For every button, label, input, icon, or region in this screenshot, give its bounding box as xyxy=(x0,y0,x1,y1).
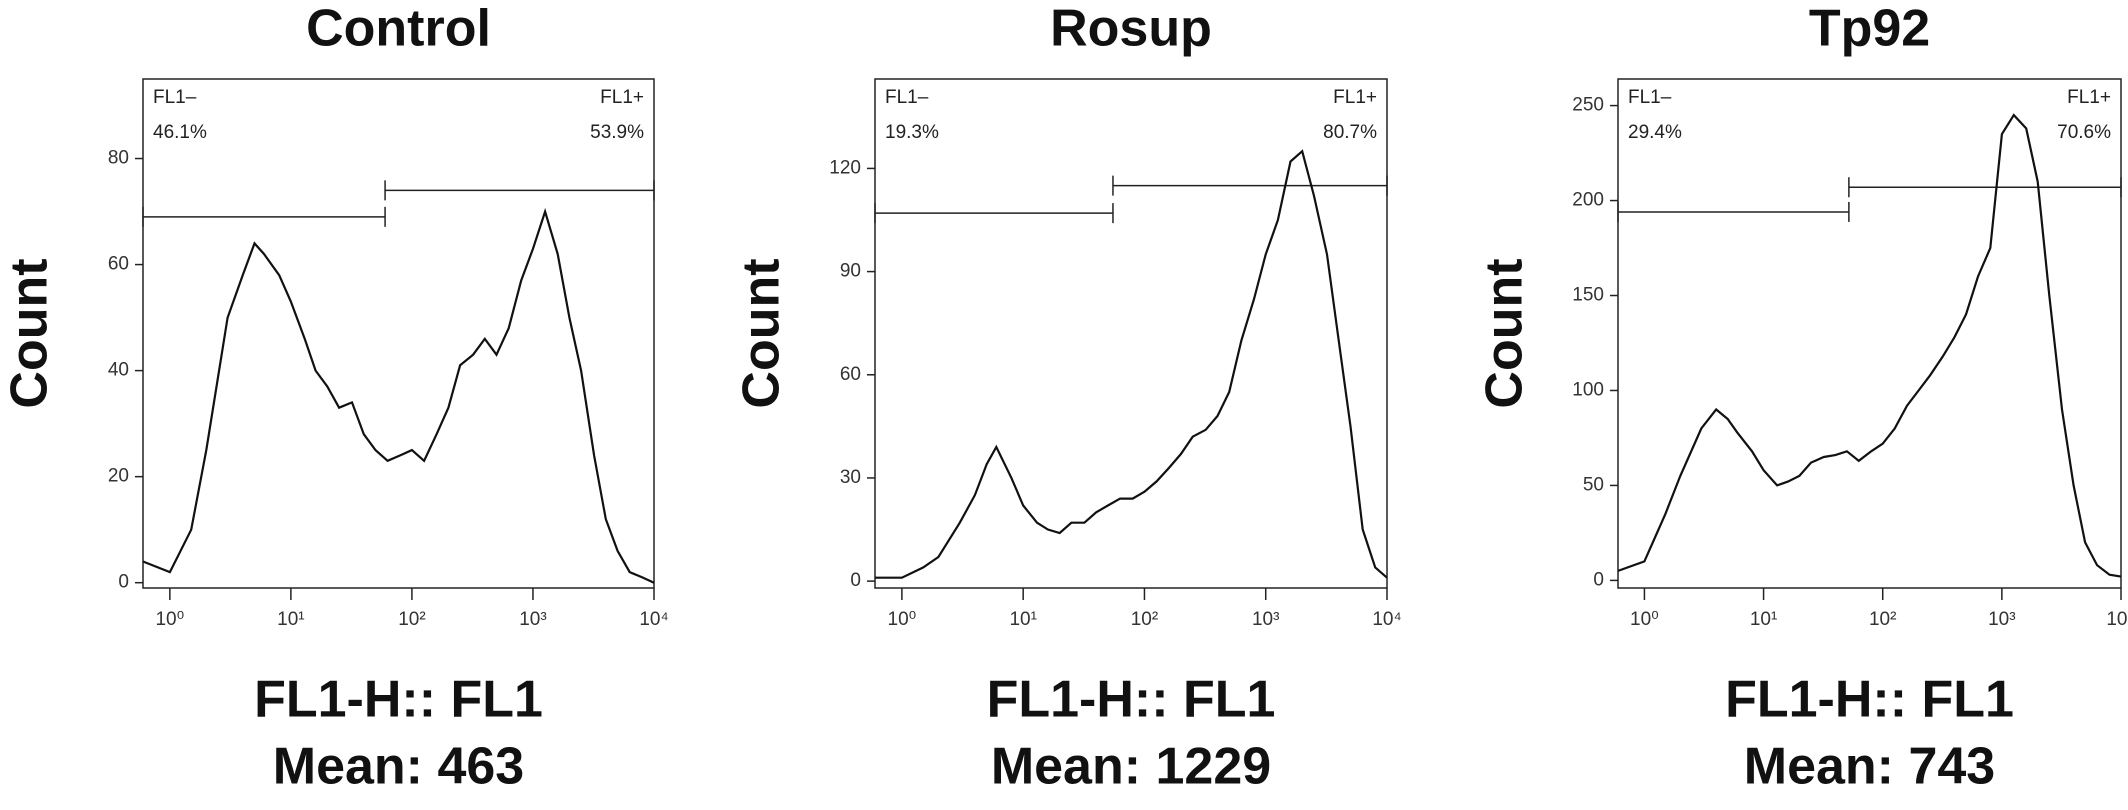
x-tick-label: 10⁰ xyxy=(1630,609,1659,630)
x-tick-label: 10¹ xyxy=(1750,609,1777,630)
y-tick-label: 200 xyxy=(1572,190,1604,211)
y-tick-label: 120 xyxy=(829,157,861,178)
gate-name: FL1– xyxy=(153,87,197,108)
panel-title: Rosup xyxy=(1050,0,1212,58)
x-tick-label: 10⁴ xyxy=(639,609,668,630)
plot-frame xyxy=(1617,78,2122,589)
x-tick-label: 10² xyxy=(398,609,425,630)
y-tick-label: 90 xyxy=(840,261,861,282)
x-axis-label: FL1-H:: FL1 xyxy=(987,671,1276,729)
mean-label: Mean: 1229 xyxy=(991,738,1271,796)
x-tick-label: 10³ xyxy=(1988,609,2015,630)
y-tick-label: 250 xyxy=(1572,95,1604,116)
y-tick-label: 60 xyxy=(108,254,129,275)
gate-percent: 70.6% xyxy=(2057,122,2111,143)
plot-frame xyxy=(874,78,1388,589)
gate-name: FL1+ xyxy=(1333,87,1377,108)
y-tick-label: 0 xyxy=(1593,569,1604,590)
x-tick-label: 10⁴ xyxy=(1372,609,1401,630)
gate-name: FL1– xyxy=(885,87,929,108)
histogram-line xyxy=(142,207,655,584)
x-tick-label: 10⁰ xyxy=(155,609,184,630)
x-tick-label: 10¹ xyxy=(277,609,304,630)
x-axis-label: FL1-H:: FL1 xyxy=(254,671,543,729)
plot-frame xyxy=(142,78,655,589)
x-axis-label: FL1-H:: FL1 xyxy=(1725,671,2014,729)
gate-percent: 19.3% xyxy=(885,122,939,143)
gate-percent: 46.1% xyxy=(153,122,207,143)
gate-name: FL1– xyxy=(1628,87,1672,108)
gate-percent: 53.9% xyxy=(590,122,644,143)
x-tick-label: 10¹ xyxy=(1009,609,1036,630)
y-tick-label: 80 xyxy=(108,148,129,169)
gate-name: FL1+ xyxy=(2067,87,2111,108)
x-tick-label: 10⁴ xyxy=(2106,609,2128,630)
y-tick-label: 60 xyxy=(840,364,861,385)
gate-percent: 29.4% xyxy=(1628,122,1682,143)
mean-label: Mean: 743 xyxy=(1744,738,1995,796)
gate-name: FL1+ xyxy=(600,87,644,108)
y-tick-label: 50 xyxy=(1583,474,1604,495)
x-tick-label: 10² xyxy=(1869,609,1896,630)
histogram-line xyxy=(875,149,1388,579)
panel-title: Tp92 xyxy=(1809,0,1930,58)
x-tick-label: 10² xyxy=(1131,609,1158,630)
y-axis-label: Count xyxy=(1476,258,1534,408)
y-tick-label: 40 xyxy=(108,360,129,381)
y-tick-label: 150 xyxy=(1572,285,1604,306)
panel-title: Control xyxy=(306,0,491,58)
histogram-line xyxy=(1617,113,2122,578)
y-tick-label: 0 xyxy=(118,572,129,593)
y-tick-label: 100 xyxy=(1572,379,1604,400)
y-tick-label: 30 xyxy=(840,467,861,488)
y-axis-label: Count xyxy=(1,258,59,408)
x-tick-label: 10³ xyxy=(1252,609,1279,630)
gate-percent: 80.7% xyxy=(1323,122,1377,143)
y-tick-label: 0 xyxy=(850,570,861,591)
x-tick-label: 10³ xyxy=(519,609,546,630)
x-tick-label: 10⁰ xyxy=(888,609,917,630)
mean-label: Mean: 463 xyxy=(273,738,524,796)
y-tick-label: 20 xyxy=(108,466,129,487)
y-axis-label: Count xyxy=(733,258,791,408)
